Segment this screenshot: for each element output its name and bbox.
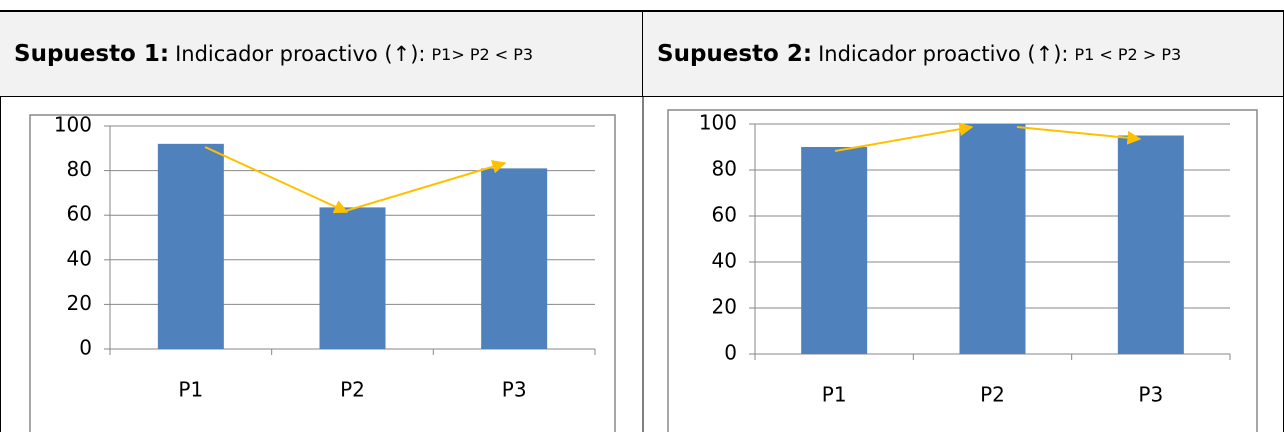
y-tick-label: 40 (67, 246, 92, 270)
arrow (204, 146, 349, 214)
arrow (1016, 126, 1142, 145)
y-tick-label: 20 (712, 295, 737, 319)
x-tick-label: P3 (502, 378, 527, 402)
bar (1117, 135, 1184, 354)
x-tick-label: P2 (340, 378, 365, 402)
arrow (834, 122, 974, 152)
bar (319, 207, 386, 349)
y-tick-label: 60 (67, 202, 92, 226)
bar (481, 168, 548, 349)
x-tick-label: P1 (178, 378, 203, 402)
header-text: Indicador proactivo (↑): (175, 42, 426, 66)
bar (157, 143, 224, 349)
y-tick-label: 80 (712, 157, 737, 181)
y-tick-label: 0 (79, 336, 92, 360)
x-tick-label: P2 (980, 383, 1005, 407)
header-label: Supuesto 2: (657, 41, 813, 67)
header-condition: P1> P2 < P3 (431, 44, 534, 64)
trend-arrows (204, 122, 1142, 214)
y-tick-label: 80 (67, 157, 92, 181)
header-text: Indicador proactivo (↑): (818, 42, 1069, 66)
y-tick-label: 0 (724, 341, 737, 365)
header-cell: Supuesto 2: Indicador proactivo (↑): P1 … (643, 10, 1284, 97)
bar (801, 147, 868, 354)
header-label: Supuesto 1: (14, 41, 170, 67)
header-cell: Supuesto 1: Indicador proactivo (↑): P1>… (0, 10, 643, 97)
y-tick-label: 60 (712, 203, 737, 227)
x-tick-label: P1 (822, 383, 847, 407)
header-condition: P1 < P2 > P3 (1074, 44, 1182, 64)
y-tick-label: 100 (699, 111, 737, 135)
y-tick-label: 20 (67, 291, 92, 315)
arrow (341, 159, 507, 213)
y-tick-label: 40 (712, 249, 737, 273)
bar (959, 124, 1026, 354)
x-tick-label: P3 (1138, 383, 1163, 407)
y-tick-label: 100 (54, 113, 92, 137)
